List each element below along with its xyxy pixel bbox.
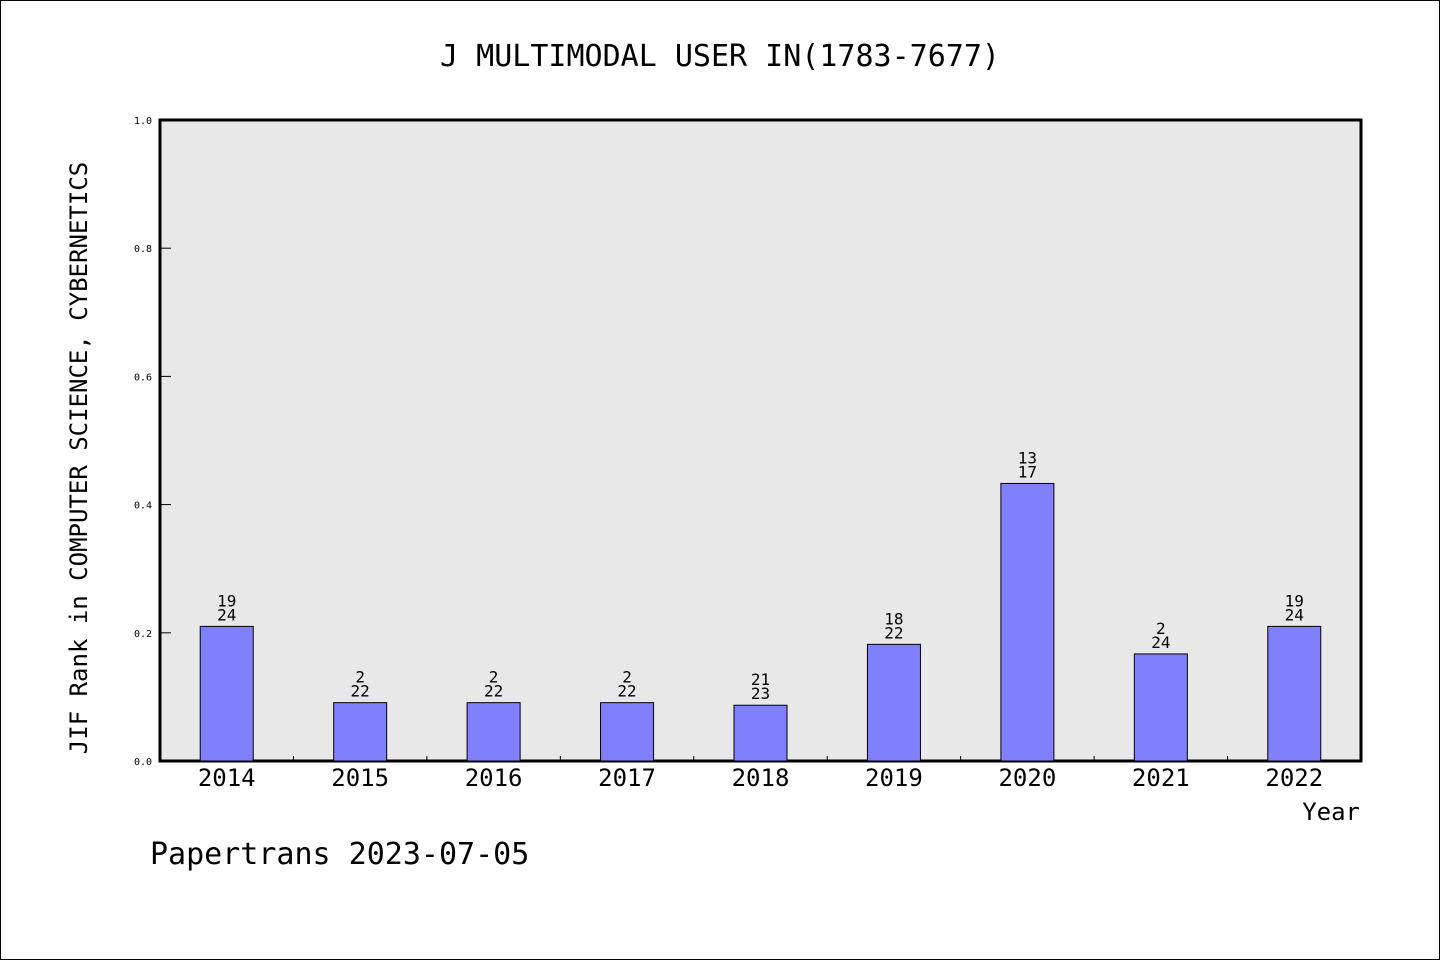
bar-label-rank: 2 (622, 668, 632, 687)
bar-2019 (866, 643, 921, 762)
y-tick-label: 0.6 (134, 372, 152, 383)
bar-2018 (733, 704, 788, 762)
bar-label-total: 24 (217, 605, 236, 624)
x-axis-label: Year (1302, 798, 1360, 826)
footer-text: Papertrans 2023-07-05 (150, 837, 529, 872)
bars (199, 482, 1322, 762)
bar-label-total: 23 (751, 684, 770, 703)
x-tick-label: 2014 (198, 764, 256, 792)
y-tick-label: 1.0 (134, 116, 152, 127)
y-axis-label: JIF Rank in COMPUTER SCIENCE, CYBERNETIC… (65, 162, 93, 754)
x-tick-label: 2016 (465, 764, 523, 792)
x-tick-label: 2015 (331, 764, 389, 792)
y-tick-label: 0.0 (134, 757, 152, 768)
bar-label-rank: 19 (1285, 591, 1304, 610)
bar-label-rank: 13 (1018, 448, 1037, 467)
x-tick-label: 2020 (998, 764, 1056, 792)
y-tick-label: 0.2 (134, 629, 152, 640)
bar-label-rank: 2 (1156, 619, 1166, 638)
x-tick-label: 2017 (598, 764, 656, 792)
bar-label-rank: 2 (489, 668, 499, 687)
bar-2015 (333, 702, 388, 762)
bar-label-total: 22 (884, 623, 903, 642)
bar-label-total: 22 (351, 682, 370, 701)
bar-label-total: 24 (1151, 633, 1170, 652)
x-tick-label: 2022 (1265, 764, 1323, 792)
bar-2021 (1133, 653, 1188, 762)
bar-2016 (466, 702, 521, 762)
x-axis-ticks: 2014 2015 2016 2017 2018 2019 2020 2021 2022 (198, 756, 1323, 792)
y-tick-label: 0.8 (134, 244, 152, 255)
bar-label-rank: 21 (751, 670, 770, 689)
x-tick-label: 2019 (865, 764, 923, 792)
bar-2014 (199, 625, 254, 762)
y-axis-ticks: 0.0 0.2 0.4 0.6 0.8 1.0 (134, 116, 171, 768)
x-tick-label: 2021 (1132, 764, 1190, 792)
bar-label-total: 17 (1018, 462, 1037, 481)
bar-2017 (600, 702, 655, 762)
x-tick-label: 2018 (732, 764, 790, 792)
bar-label-total: 22 (484, 682, 503, 701)
chart-title: J MULTIMODAL USER IN(1783-7677) (440, 39, 1000, 74)
bar-label-total: 24 (1285, 605, 1304, 624)
bar-label-total: 22 (617, 682, 636, 701)
bar-2022 (1267, 625, 1322, 762)
bar-label-rank: 2 (355, 668, 365, 687)
bar-2020 (1000, 482, 1055, 762)
bar-label-rank: 19 (217, 591, 236, 610)
y-tick-label: 0.4 (134, 501, 152, 512)
bar-label-rank: 18 (884, 609, 903, 628)
